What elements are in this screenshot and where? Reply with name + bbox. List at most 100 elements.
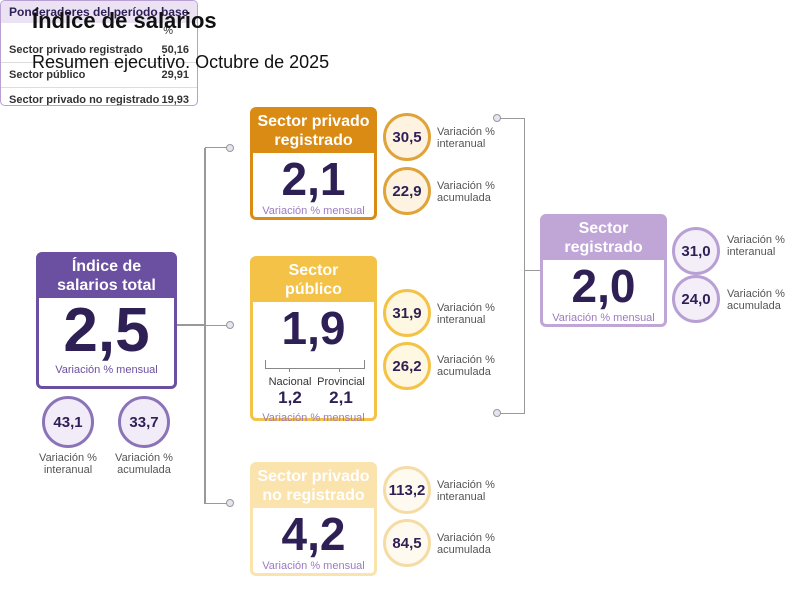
circle-caption: Variación % interanual <box>437 126 495 150</box>
caption: acumulada <box>437 192 491 204</box>
caption: Variación % mensual <box>262 412 365 424</box>
table-row: Sector privado registrado 50,16 <box>1 38 197 62</box>
circle-caption: Variación % acumulada <box>437 180 495 204</box>
value: 1,2 <box>278 388 302 407</box>
caption: interanual <box>437 491 486 503</box>
circle-caption: Variación % interanual <box>437 479 495 503</box>
caption: interanual <box>437 314 486 326</box>
caption: Variación % mensual <box>552 312 655 324</box>
sector-box: Sector privado no registrado 4,2 Variació… <box>250 462 377 576</box>
value: 19,93 <box>161 94 189 106</box>
acumulada: 26,2 <box>383 342 431 390</box>
caption: acumulada <box>727 300 781 312</box>
connector <box>524 118 525 414</box>
connector <box>500 413 524 414</box>
interanual: 43,1 <box>42 396 94 448</box>
unit: % <box>163 25 173 37</box>
caption: Variación % <box>437 354 495 366</box>
connector-dot <box>493 409 501 417</box>
connector-dot <box>226 321 234 329</box>
label: salarios total <box>57 277 156 294</box>
total-box: Índice de salarios total 2,5 Variación % … <box>36 252 177 389</box>
label: Nacional <box>268 376 312 388</box>
connector <box>176 324 205 326</box>
circle-caption: Variación % acumulada <box>437 354 495 378</box>
connector-dot <box>226 499 234 507</box>
table-row: Sector privado no registrado 19,93 <box>1 87 197 106</box>
circle-caption: Variación % interanual <box>437 302 495 326</box>
caption: Variación % <box>39 452 97 464</box>
acumulada: 22,9 <box>383 167 431 215</box>
interanual: 31,9 <box>383 289 431 337</box>
value: 2,1 <box>281 153 346 205</box>
caption: Variación % <box>727 234 785 246</box>
label: no registrado <box>262 487 365 504</box>
bracket <box>339 368 340 372</box>
title: Índice de salarios <box>32 8 217 33</box>
connector <box>500 118 524 119</box>
box-header: Sector registrado <box>543 217 664 260</box>
connector <box>205 503 227 504</box>
caption: Variación % <box>437 479 495 491</box>
total-header: Índice de salarios total <box>39 255 174 298</box>
sector-box: Sector público 1,9 Nacional 1,2 Provincia… <box>250 256 377 424</box>
circle-caption: Variación % acumulada <box>727 288 785 312</box>
label: Índice de <box>71 258 142 275</box>
caption: Variación % mensual <box>55 364 158 376</box>
circle-caption: Variación % interanual <box>38 452 98 476</box>
table-title: Ponderadores del período base <box>1 1 197 23</box>
label: Sector privado <box>257 113 370 130</box>
bracket <box>289 368 290 372</box>
caption: acumulada <box>117 464 171 476</box>
label: Sector privado no registrado <box>9 94 160 106</box>
interanual: 113,2 <box>383 466 431 514</box>
value: 1,9 <box>281 302 346 354</box>
caption: acumulada <box>437 366 491 378</box>
connector <box>205 147 227 148</box>
acumulada: 24,0 <box>672 275 720 323</box>
caption: interanual <box>727 246 776 258</box>
box-header: Sector privado registrado <box>253 110 374 153</box>
label: registrado <box>274 132 353 149</box>
value: 2,0 <box>571 260 636 312</box>
caption: Variación % <box>437 532 495 544</box>
connector-dot <box>226 144 234 152</box>
interanual: 30,5 <box>383 113 431 161</box>
label: Sector <box>288 262 339 279</box>
label: Sector privado <box>257 468 370 485</box>
label: registrado <box>564 239 643 256</box>
sector-box: Sector privado registrado 2,1 Variación %… <box>250 107 377 220</box>
caption: Variación % <box>727 288 785 300</box>
connector <box>204 148 206 504</box>
caption: Variación % <box>437 302 495 314</box>
caption: Variación % <box>437 180 495 192</box>
table-row: Sector público 29,91 <box>1 62 197 87</box>
label: Provincial <box>317 376 365 388</box>
sector-box: Sector registrado 2,0 Variación % mensual <box>540 214 667 327</box>
label: Sector <box>578 220 629 237</box>
box-header: Sector privado no registrado <box>253 465 374 508</box>
caption: Variación % <box>115 452 173 464</box>
caption: Variación % mensual <box>262 560 365 572</box>
value: 2,1 <box>329 388 353 407</box>
value: 2,5 <box>63 296 150 365</box>
caption: interanual <box>437 138 486 150</box>
weights-table: Ponderadores del período base % Sector p… <box>0 0 198 106</box>
box-header: Sector público <box>253 259 374 302</box>
caption: acumulada <box>437 544 491 556</box>
value: 29,91 <box>161 69 189 81</box>
label: Sector público <box>9 69 86 81</box>
circle-caption: Variación % interanual <box>727 234 785 258</box>
subtitle: Resumen ejecutivo. Octubre de 2025 <box>32 52 330 72</box>
label: Sector privado registrado <box>9 44 143 56</box>
value: 4,2 <box>281 508 346 560</box>
caption: Variación % <box>437 126 495 138</box>
value: 50,16 <box>161 44 189 56</box>
acumulada: 84,5 <box>383 519 431 567</box>
acumulada: 33,7 <box>118 396 170 448</box>
bracket <box>265 360 365 369</box>
circle-caption: Variación % acumulada <box>114 452 174 476</box>
connector <box>205 325 227 326</box>
label: público <box>285 281 342 298</box>
caption: interanual <box>43 464 93 476</box>
